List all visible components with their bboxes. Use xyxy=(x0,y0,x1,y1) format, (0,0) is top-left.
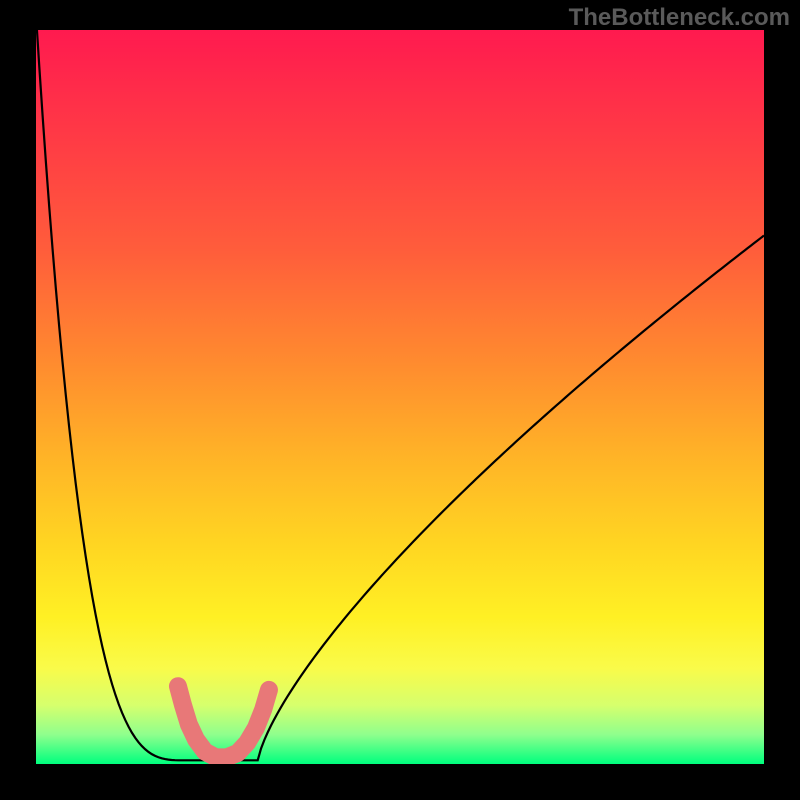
plot-background xyxy=(36,30,764,764)
watermark-text: TheBottleneck.com xyxy=(569,4,790,32)
chart-container: TheBottleneck.com xyxy=(0,0,800,800)
bottleneck-chart xyxy=(36,30,764,764)
